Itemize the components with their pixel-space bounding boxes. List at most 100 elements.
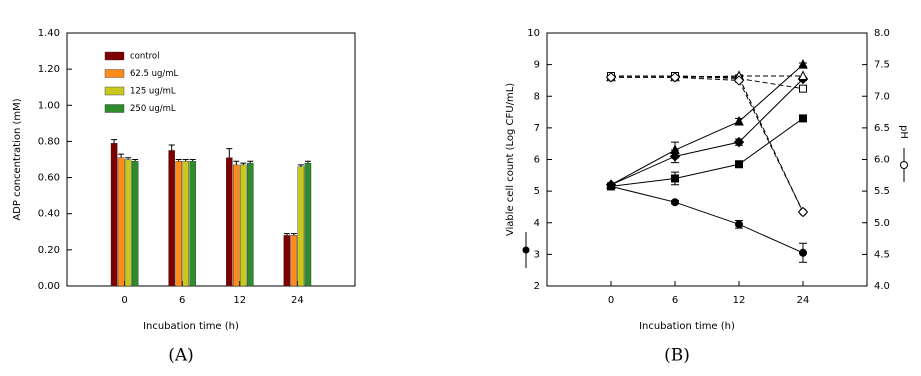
point: [669, 72, 681, 83]
y-tick-label: 8: [534, 91, 540, 102]
bar: [304, 162, 312, 287]
legend-label: 125 ug/mL: [130, 87, 176, 97]
bar: [110, 143, 118, 287]
point: [734, 115, 744, 126]
line: [610, 117, 804, 187]
y-axis-key: [522, 232, 530, 268]
error-bar: [240, 162, 247, 165]
bar: [246, 162, 254, 287]
legend-label: control: [130, 52, 159, 62]
x-tick-label: 12: [733, 295, 746, 306]
error-bar: [182, 159, 189, 162]
x-tick-label: 12: [233, 295, 246, 306]
error-bar: [168, 144, 175, 151]
point: [671, 198, 679, 207]
y-tick-label: 7: [534, 123, 540, 134]
y-tick-label: 2: [534, 281, 540, 292]
bar: [124, 159, 132, 287]
panel-label: (A): [168, 346, 194, 366]
bar: [225, 157, 233, 287]
y2-axis-title: pH: [898, 125, 909, 139]
y2-tick-label: 8.0: [874, 28, 890, 39]
legend-swatch: [104, 104, 125, 113]
x-tick-label: 6: [672, 295, 678, 306]
line: [610, 78, 804, 186]
point: [733, 136, 745, 148]
bar: [239, 164, 247, 287]
legend-label: 250 ug/mL: [130, 104, 176, 114]
point: [798, 59, 808, 69]
x-axis-title: Incubation time (h): [143, 321, 239, 332]
line: [610, 185, 804, 254]
error-bar: [283, 233, 290, 236]
y-tick-label: 3: [534, 249, 540, 260]
line: [611, 76, 804, 213]
point: [669, 151, 681, 162]
point: [799, 114, 807, 123]
y2-tick-label: 7.5: [874, 60, 890, 71]
bar: [297, 166, 305, 287]
y2-tick-label: 6.0: [874, 155, 890, 166]
line: [610, 64, 804, 186]
y2-tick-label: 5.0: [874, 218, 890, 229]
point: [607, 182, 615, 191]
x-tick-label: 24: [291, 295, 304, 306]
point: [799, 84, 807, 93]
y2-tick-label: 4.0: [874, 281, 890, 292]
legend-swatch: [104, 69, 125, 78]
point: [735, 160, 743, 169]
error-bar: [290, 233, 297, 236]
y2-tick-label: 5.5: [874, 186, 890, 197]
y-tick-label: 5: [534, 186, 540, 197]
y-axis-title: Viable cell count (Log CFU/mL): [505, 83, 516, 236]
error-bar: [247, 160, 254, 164]
y-tick-label: 0.60: [38, 173, 60, 184]
bar: [168, 150, 176, 287]
line: [611, 75, 804, 213]
y-tick-label: 0.20: [38, 245, 60, 256]
y2-axis-key: [900, 148, 908, 182]
bar: [189, 161, 197, 287]
bar: [283, 235, 291, 287]
error-bar: [297, 164, 304, 167]
y-tick-label: 10: [527, 28, 540, 39]
bar: [290, 235, 298, 287]
plot-frame: [546, 32, 868, 287]
x-tick-label: 24: [797, 295, 810, 306]
x-tick-label: 6: [179, 295, 185, 306]
error-bar: [233, 160, 240, 165]
bar: [182, 161, 190, 287]
point: [733, 75, 745, 86]
y2-tick-label: 6.5: [874, 123, 890, 134]
y-tick-label: 1.40: [38, 28, 60, 39]
bar: [232, 164, 240, 287]
error-bar: [125, 157, 132, 160]
panel-label: (B): [664, 346, 690, 366]
y-tick-label: 0.00: [38, 281, 60, 292]
error-bar: [304, 160, 311, 164]
line: [611, 75, 804, 90]
bar: [131, 161, 139, 287]
y-axis-title: ADP concentration (mM): [12, 98, 23, 220]
y2-tick-label: 4.5: [874, 249, 890, 260]
point: [799, 248, 807, 257]
bar: [117, 157, 125, 287]
point: [797, 206, 809, 218]
y2-tick-label: 7.0: [874, 91, 890, 102]
error-bar: [111, 139, 118, 144]
error-bar: [118, 153, 125, 158]
error-bar: [132, 159, 139, 162]
point: [798, 70, 808, 81]
error-bar: [189, 159, 196, 162]
point: [671, 174, 679, 183]
x-tick-label: 0: [121, 295, 127, 306]
point: [735, 220, 743, 229]
bar: [175, 161, 183, 287]
x-axis-title: Incubation time (h): [639, 321, 735, 332]
legend-swatch: [104, 86, 125, 96]
x-tick-label: 0: [608, 295, 614, 306]
y-tick-label: 1.00: [38, 100, 60, 111]
point: [605, 72, 617, 83]
legend-label: 62.5 ug/mL: [130, 69, 179, 79]
